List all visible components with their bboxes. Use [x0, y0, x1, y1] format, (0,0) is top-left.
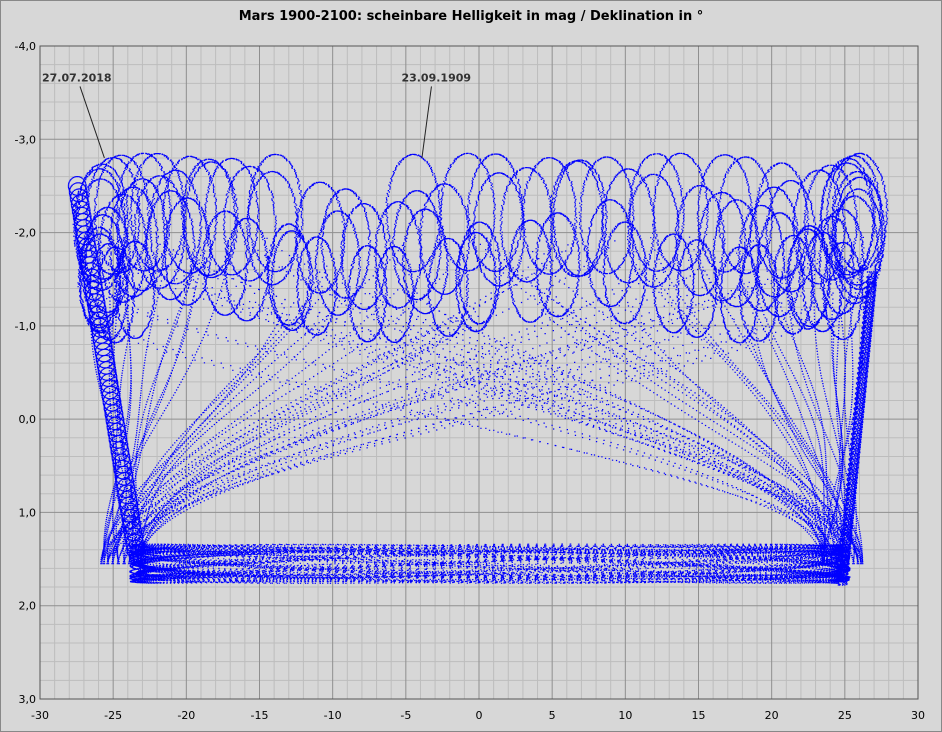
x-tick-label: -20 [177, 709, 195, 722]
magnitude-declination-points [67, 152, 889, 586]
x-tick-label: -25 [104, 709, 122, 722]
chart-title: Mars 1900-2100: scheinbare Helligkeit in… [238, 9, 704, 24]
y-tick-label: -1,0 [15, 320, 36, 333]
x-tick-label: 15 [692, 709, 706, 722]
annotation-leader [421, 86, 432, 159]
x-tick-label: -5 [400, 709, 411, 722]
x-tick-label: 5 [549, 709, 556, 722]
x-tick-label: 20 [765, 709, 779, 722]
annotations: 27.07.2018 23.09.1909 [42, 71, 471, 159]
x-tick-label: -15 [251, 709, 269, 722]
annotation-label: 23.09.1909 [401, 71, 471, 84]
annotation-leader [79, 86, 105, 159]
axes: -30 -25 -20 -15 -10 -5 0 5 10 15 20 25 30 -4,0 -3,0 -2,… [15, 40, 925, 722]
x-tick-label: 30 [911, 709, 925, 722]
y-tick-label: 3,0 [19, 693, 37, 706]
y-tick-label: -2,0 [15, 227, 36, 240]
y-tick-label: -4,0 [15, 40, 36, 53]
y-tick-label: 2,0 [19, 600, 37, 613]
y-tick-label: 0,0 [19, 413, 37, 426]
x-tick-label: -30 [31, 709, 49, 722]
x-tick-label: 25 [838, 709, 852, 722]
y-tick-label: -3,0 [15, 133, 36, 146]
x-tick-label: 0 [476, 709, 483, 722]
y-tick-label: 1,0 [19, 506, 37, 519]
x-tick-label: -10 [324, 709, 342, 722]
plot-border [39, 45, 919, 700]
data-points [67, 152, 889, 586]
annotation-label: 27.07.2018 [42, 71, 112, 84]
x-tick-label: 10 [618, 709, 632, 722]
